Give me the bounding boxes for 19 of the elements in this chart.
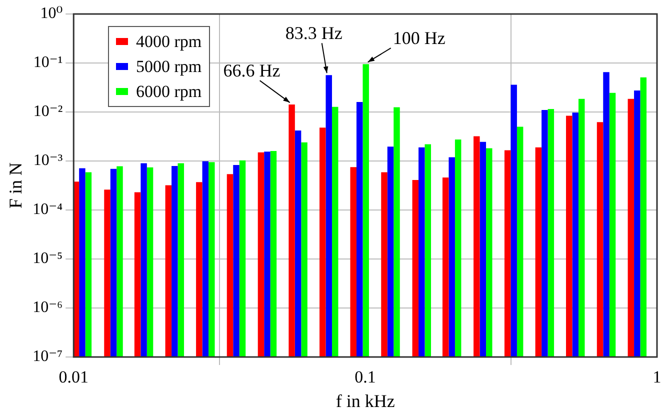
legend-label: 5000 rpm	[136, 56, 202, 78]
x-tick-label: 0.1	[354, 368, 376, 387]
annotation: 100 Hz	[392, 28, 446, 48]
y-tick-label: 10⁻²	[33, 103, 63, 120]
y-tick-label: 10⁻⁷	[32, 348, 63, 366]
legend-label: 6000 rpm	[136, 81, 202, 103]
annotation: 83.3 Hz	[285, 22, 342, 43]
y-tick-label: 10⁰	[40, 5, 63, 22]
y-tick-label: 10⁻⁶	[32, 299, 63, 316]
x-tick-label: 0.01	[58, 368, 88, 387]
x-tick-label: 1	[652, 368, 662, 387]
y-tick-label: 10⁻³	[33, 152, 63, 170]
y-tick-label: 10⁻⁵	[32, 250, 63, 268]
y-tick-label: 10⁻¹	[33, 54, 63, 72]
y-tick-label: 10⁻⁴	[32, 201, 64, 218]
legend-label: 4000 rpm	[136, 31, 202, 53]
x-axis-title: f in kHz	[336, 390, 395, 411]
annotation: 66.6 Hz	[223, 60, 280, 80]
y-axis-title: F in N	[6, 162, 26, 209]
